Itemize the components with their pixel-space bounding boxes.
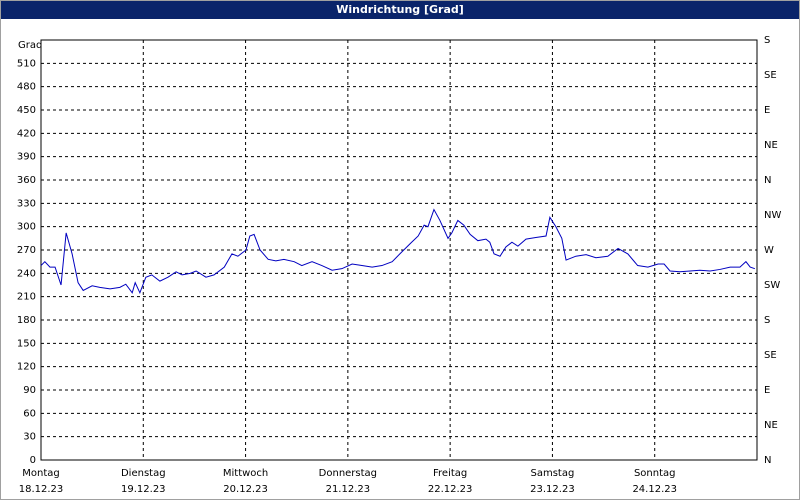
y2-tick-label: NE [764, 140, 778, 151]
y-tick-label: 510 [17, 58, 36, 69]
y-tick-label: 390 [17, 152, 36, 163]
y2-tick-label: NE [764, 420, 778, 431]
plot-border [40, 39, 758, 461]
y-tick-label: 150 [17, 338, 36, 349]
y2-tick-label: N [764, 175, 771, 186]
x-tick-date: 21.12.23 [326, 484, 371, 495]
y2-tick-label: E [764, 105, 770, 116]
y-tick-label: 210 [17, 292, 36, 303]
y-tick-label: 270 [17, 245, 36, 256]
x-tick-date: 19.12.23 [121, 484, 166, 495]
y-axis-label: Grad [18, 40, 42, 51]
y2-tick-label: SE [764, 350, 777, 361]
y2-tick-label: S [764, 315, 770, 326]
y-tick-label: 420 [17, 128, 36, 139]
y-tick-label: 90 [23, 385, 36, 396]
x-tick-label: Freitag [433, 468, 467, 479]
x-tick-date: 24.12.23 [632, 484, 677, 495]
title-bar: Windrichtung [Grad] [1, 1, 799, 19]
x-tick-label: Donnerstag [319, 468, 377, 479]
x-tick-date: 20.12.23 [223, 484, 268, 495]
x-tick-label: Mittwoch [223, 468, 268, 479]
y-tick-label: 60 [23, 408, 36, 419]
x-tick-date: 23.12.23 [530, 484, 575, 495]
y-tick-label: 240 [17, 268, 36, 279]
x-tick-label: Montag [22, 468, 59, 479]
y2-tick-label: W [764, 245, 774, 256]
data-line [40, 208, 756, 295]
x-tick-date: 22.12.23 [428, 484, 473, 495]
x-tick-label: Sonntag [634, 468, 676, 479]
x-tick-label: Samstag [531, 468, 575, 479]
y2-tick-label: SE [764, 70, 777, 81]
y-tick-label: 450 [17, 105, 36, 116]
y2-tick-label: SW [764, 280, 780, 291]
y2-tick-label: NW [764, 210, 781, 221]
y-tick-label: 30 [23, 432, 36, 443]
x-tick-label: Dienstag [121, 468, 166, 479]
x-tick-date: 18.12.23 [19, 484, 64, 495]
y-tick-label: 300 [17, 222, 36, 233]
y-tick-label: 480 [17, 82, 36, 93]
y2-tick-label: S [764, 35, 770, 46]
y2-tick-label: E [764, 385, 770, 396]
y-tick-label: 120 [17, 362, 36, 373]
y-tick-label: 180 [17, 315, 36, 326]
y-tick-label: 360 [17, 175, 36, 186]
y2-tick-label: N [764, 455, 771, 466]
y-tick-label: 330 [17, 198, 36, 209]
y-tick-label: 0 [30, 455, 36, 466]
